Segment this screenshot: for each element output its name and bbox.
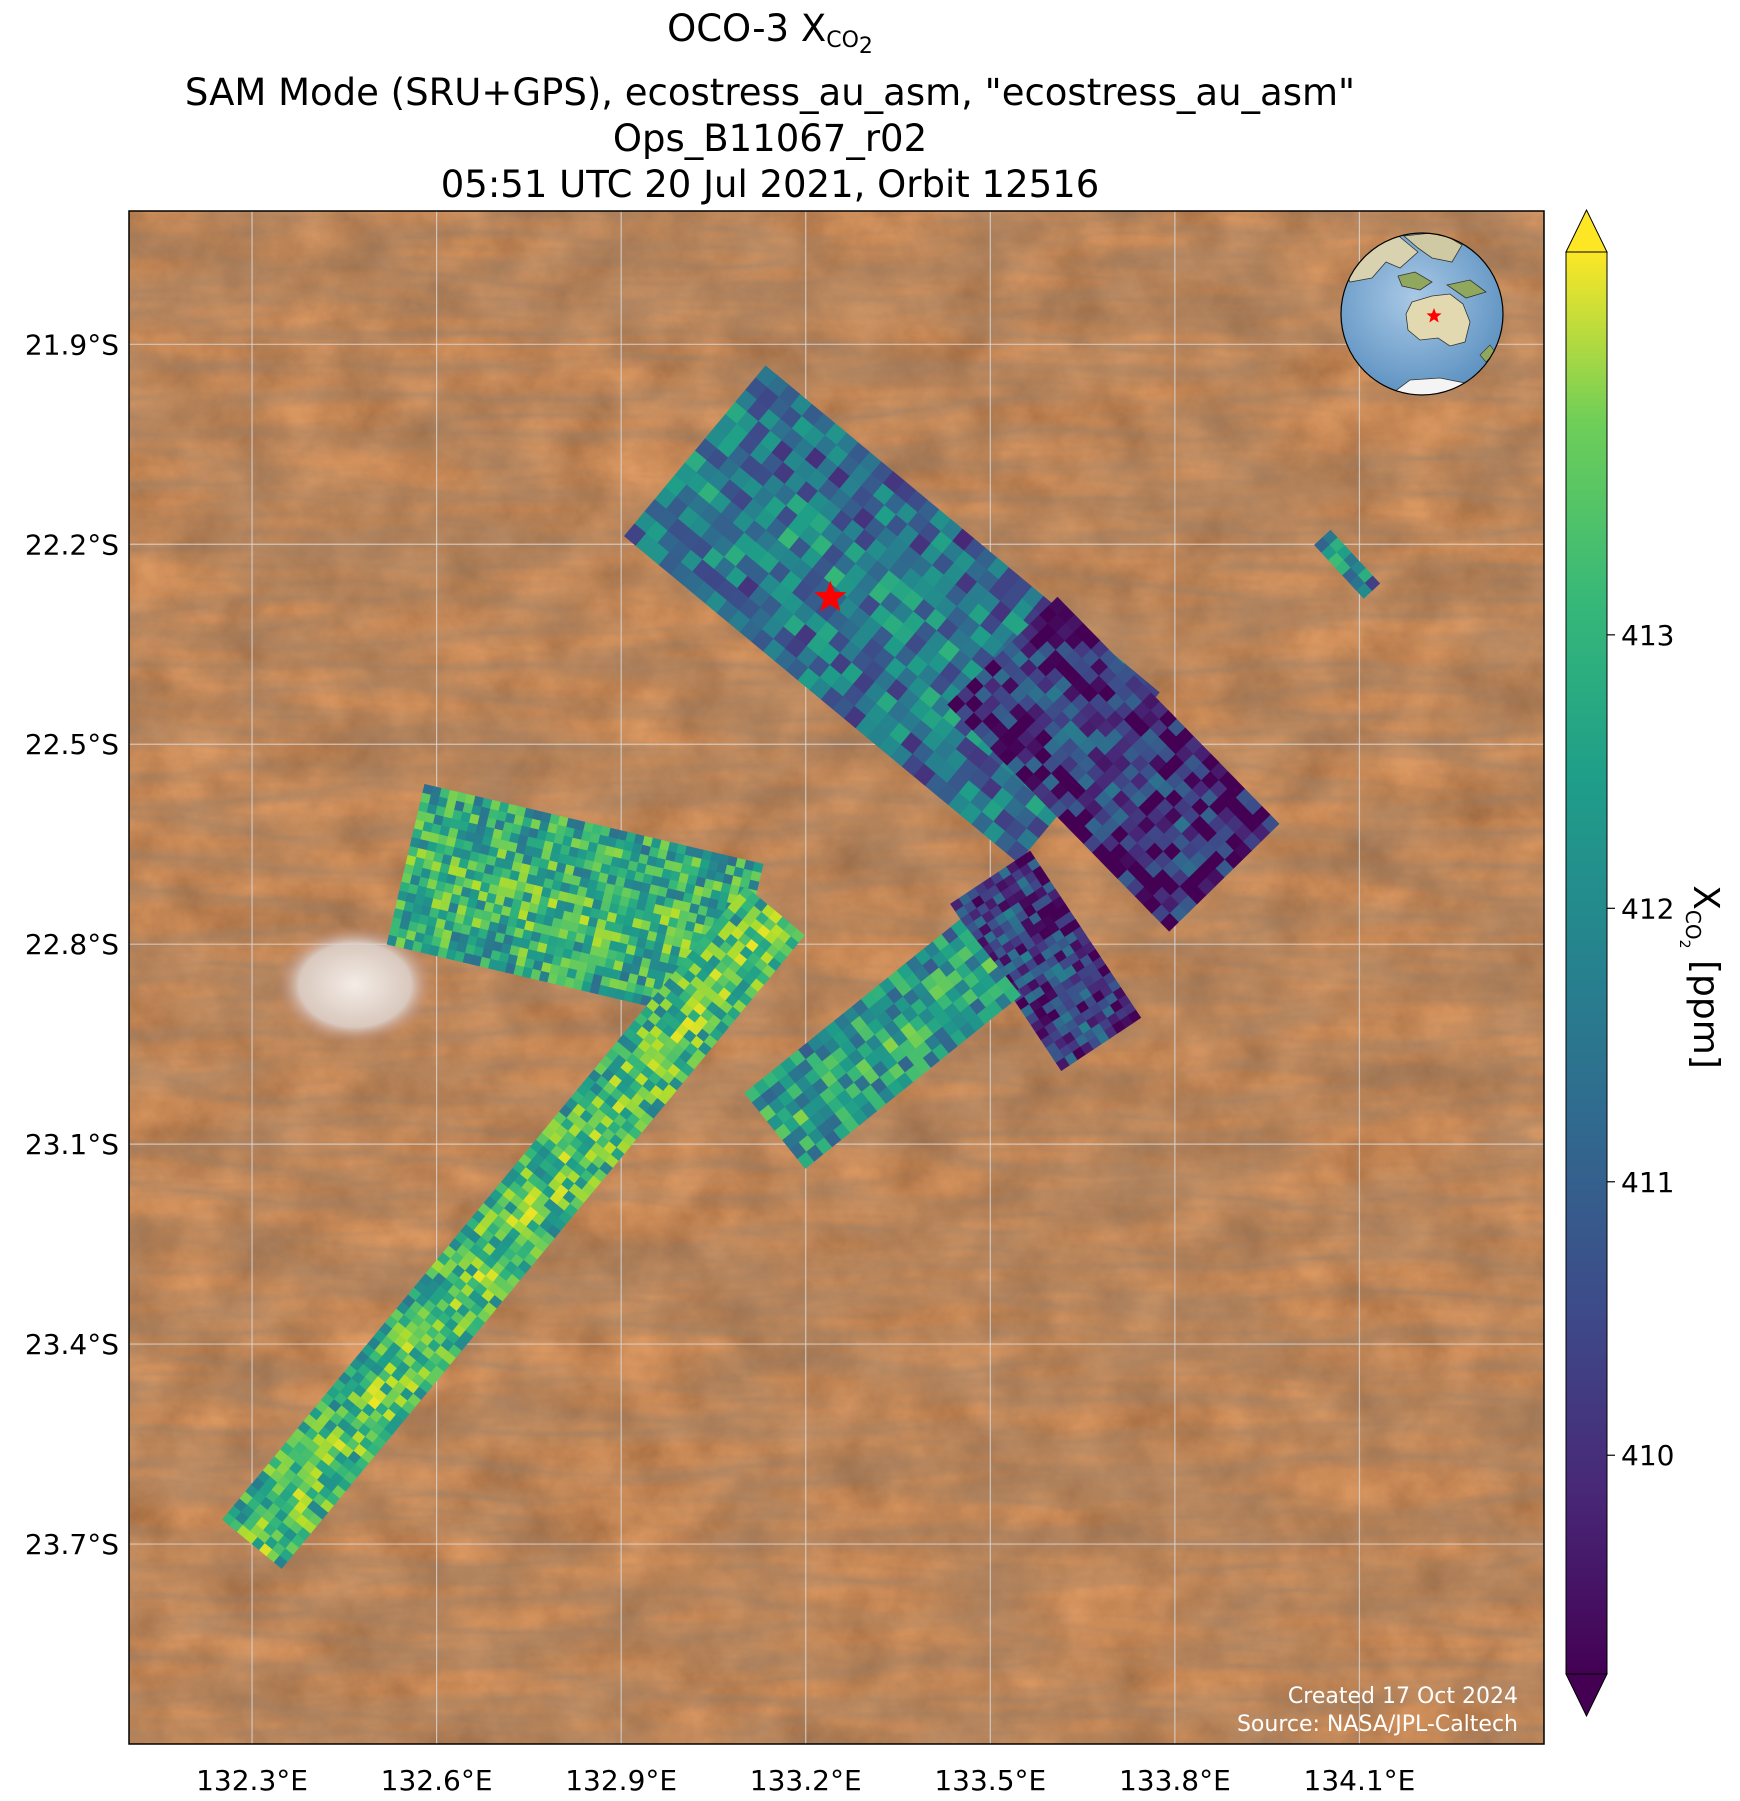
target-star-icon: [814, 580, 847, 612]
title-line-4: 05:51 UTC 20 Jul 2021, Orbit 12516: [440, 163, 1100, 206]
salt-lake: [275, 925, 435, 1045]
colorbar-label: XCO2 [ppm]: [1676, 885, 1726, 1069]
lon-tick-label: 132.6°E: [381, 1764, 493, 1797]
basemap: [129, 211, 1544, 1744]
lat-tick-label: 22.2°S: [25, 528, 119, 561]
figure-title: OCO-3 XCO2 SAM Mode (SRU+GPS), ecostress…: [0, 6, 1540, 208]
colorbar-body: [1566, 252, 1607, 1674]
lat-tick-label: 21.9°S: [25, 328, 119, 361]
title-line-1: OCO-3 XCO2: [667, 7, 873, 59]
colorbar-tick-label: 411: [1621, 1166, 1674, 1199]
lon-tick-label: 133.5°E: [934, 1764, 1046, 1797]
colorbar-ticks: 410 411 412 413: [1607, 619, 1674, 1472]
created-date: Created 17 Oct 2024: [1287, 1684, 1518, 1709]
xco2-swaths: [222, 365, 1381, 1569]
colorbar-tick-label: 410: [1621, 1439, 1674, 1472]
lon-tick-label: 132.3°E: [196, 1764, 308, 1797]
lat-tick-labels: 21.9°S 22.2°S 22.5°S 22.8°S 23.1°S 23.4°S 23.7…: [25, 328, 119, 1561]
xco2-cell: [790, 928, 805, 943]
lat-tick-label: 22.8°S: [25, 928, 119, 961]
colorbar: 410 411 412 413 XCO2 [ppm]: [1565, 208, 1726, 1718]
xco2-cell: [1160, 913, 1179, 932]
xco2-cell: [1055, 1057, 1070, 1072]
lon-tick-labels: 132.3°E 132.6°E 132.9°E 133.2°E 133.5°E 133.8…: [196, 1764, 1415, 1797]
source-credit: Source: NASA/JPL-Caltech: [1236, 1712, 1518, 1737]
inset-globe: [1340, 232, 1504, 396]
lat-tick-label: 23.7°S: [25, 1528, 119, 1561]
lon-tick-label: 134.1°E: [1304, 1764, 1416, 1797]
title-line-3: Ops_B11067_r02: [612, 117, 928, 160]
colorbar-tick-label: 412: [1621, 892, 1674, 925]
lat-tick-label: 23.4°S: [25, 1328, 119, 1361]
colorbar-outline: [1565, 251, 1608, 1675]
globe-outline: [1340, 232, 1504, 396]
globe-red-star-icon: [1426, 308, 1442, 323]
xco2-cell: [1356, 582, 1373, 599]
colorbar-extend-max: [1565, 208, 1608, 253]
lat-tick-label: 23.1°S: [25, 1128, 119, 1161]
lon-tick-label: 133.8°E: [1119, 1764, 1231, 1797]
colorbar-extend-min: [1565, 1673, 1608, 1718]
lon-tick-label: 133.2°E: [750, 1764, 862, 1797]
lon-tick-label: 132.9°E: [565, 1764, 677, 1797]
map-frame: [128, 210, 1545, 1745]
lat-tick-label: 22.5°S: [25, 728, 119, 761]
colorbar-tick-label: 413: [1621, 619, 1674, 652]
title-line-2: SAM Mode (SRU+GPS), ecostress_au_asm, "e…: [184, 71, 1356, 114]
xco2-cell: [1003, 985, 1022, 1003]
